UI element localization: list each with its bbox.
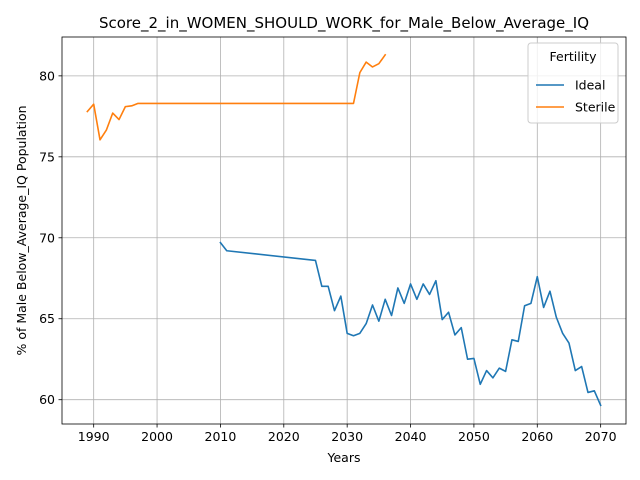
legend-box <box>527 42 619 124</box>
y-tick-label: 65 <box>39 311 55 326</box>
x-tick-label: 2050 <box>458 429 490 444</box>
series-line-ideal <box>219 241 602 407</box>
legend-label-sterile: Sterile <box>575 100 616 115</box>
y-tick-label: 80 <box>39 68 55 83</box>
series-lines <box>86 53 602 407</box>
y-tick-label: 75 <box>39 149 55 164</box>
x-axis-ticks: 1990 2000 2010 2020 2030 2040 2050 2060 2070 <box>78 424 617 444</box>
y-tick-label: 70 <box>39 230 55 245</box>
x-tick-label: 1990 <box>78 429 110 444</box>
legend-label-ideal: Ideal <box>575 78 605 93</box>
x-tick-label: 2060 <box>521 429 553 444</box>
series-line-sterile <box>86 53 387 141</box>
x-tick-label: 2010 <box>205 429 237 444</box>
legend-title: Fertility <box>550 49 598 64</box>
legend: Fertility Ideal Sterile <box>527 42 619 124</box>
x-axis-title: Years <box>327 450 361 465</box>
x-tick-label: 2020 <box>268 429 300 444</box>
x-tick-label: 2040 <box>395 429 427 444</box>
y-axis-ticks: 60 65 70 75 80 <box>39 68 62 407</box>
chart-title: Score_2_in_WOMEN_SHOULD_WORK_for_Male_Be… <box>99 14 589 33</box>
plot-frame <box>61 36 627 425</box>
y-axis-title: % of Male Below_Average_IQ Population <box>14 105 29 355</box>
legend-items: Ideal Sterile <box>536 78 616 115</box>
x-tick-label: 2030 <box>331 429 363 444</box>
x-tick-label: 2000 <box>141 429 173 444</box>
x-tick-label: 2070 <box>585 429 617 444</box>
y-tick-label: 60 <box>39 392 55 407</box>
